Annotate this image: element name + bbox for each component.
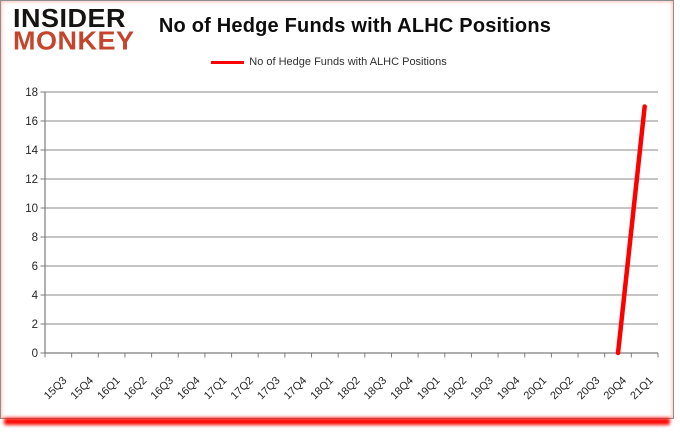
x-axis-labels: 15Q3 15Q4 16Q1 16Q2 16Q3 16Q4 17Q1 17Q2 17Q3 17Q4… [42,375,656,403]
y-tick-label: 12 [25,174,38,186]
x-tick-label: 15Q4 [69,375,97,403]
x-tick-label: 16Q2 [122,375,150,403]
y-tick-label: 8 [32,232,38,244]
x-tick-label: 19Q1 [415,375,443,403]
red-glow-bar [4,418,670,425]
x-tick-label: 18Q3 [362,375,390,403]
chart-title: No of Hedge Funds with ALHC Positions [158,15,552,37]
logo-insider-text: INSIDER [13,3,127,33]
y-tick-label: 0 [32,348,38,360]
y-tick-label: 6 [32,261,38,273]
x-tick-label: 19Q2 [442,375,470,403]
x-tick-label: 20Q3 [575,375,603,403]
x-tick-label: 19Q3 [468,375,496,403]
x-tick-label: 18Q1 [308,375,336,403]
x-tick-label: 20Q2 [548,375,576,403]
y-axis-ticks-labels: 0 2 4 6 8 10 12 14 16 18 [25,87,45,360]
y-tick-label: 10 [25,203,38,215]
y-gridlines [45,91,658,325]
axes [44,92,658,354]
x-tick-label: 16Q4 [175,375,203,403]
chart-frame [0,0,674,419]
legend: No of Hedge Funds with ALHC Positions [0,56,658,68]
x-tick-label: 17Q1 [202,375,230,403]
legend-label: No of Hedge Funds with ALHC Positions [249,56,447,68]
x-tick-label: 17Q3 [255,375,283,403]
series-line [615,104,647,356]
x-tick-label: 18Q2 [335,375,363,403]
x-tick-label: 15Q3 [42,375,70,403]
x-tick-label: 16Q1 [95,375,123,403]
x-tick-label: 17Q2 [228,375,256,403]
x-tick-label: 19Q4 [495,375,523,403]
y-tick-label: 2 [32,319,38,331]
x-tick-label: 21Q1 [628,375,656,403]
logo-monkey-text: MONKEY [13,26,135,56]
x-tick-label: 16Q3 [149,375,177,403]
y-tick-label: 4 [32,290,39,302]
x-tick-label: 17Q4 [282,375,310,403]
y-tick-label: 16 [25,116,38,128]
x-tick-label: 20Q1 [522,375,550,403]
legend-line-swatch [211,60,245,64]
x-tick-label: 18Q4 [388,375,416,403]
x-axis-ticks [44,353,659,358]
y-tick-label: 18 [25,87,38,99]
x-tick-label: 20Q4 [602,375,630,403]
insider-monkey-logo: INSIDER MONKEY [13,3,135,56]
y-tick-label: 14 [25,145,38,157]
